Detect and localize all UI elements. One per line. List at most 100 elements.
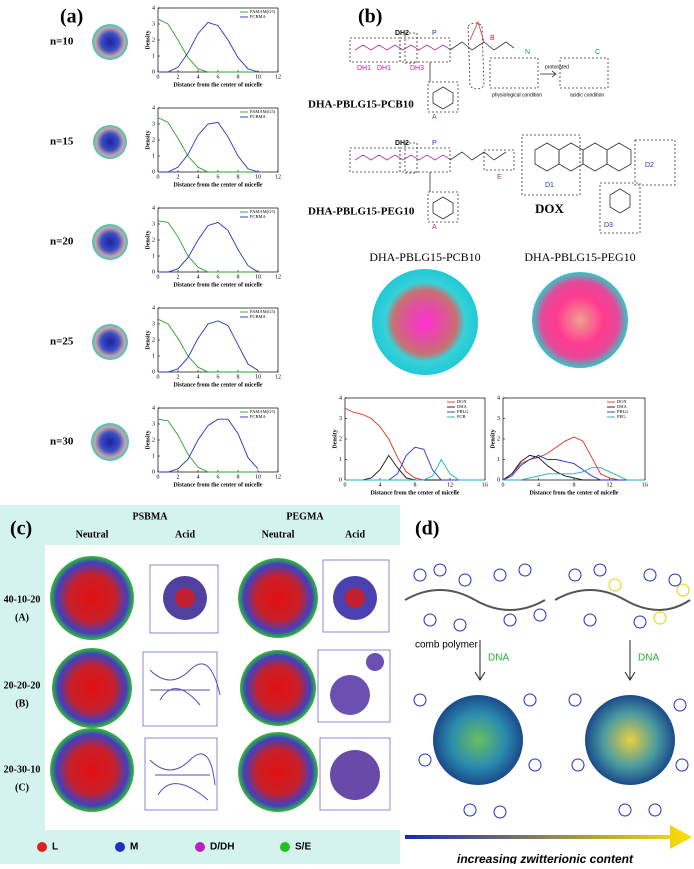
condition-label: Neutral [76, 529, 109, 540]
y-tick-label: 0 [339, 477, 342, 483]
group-label: A [432, 224, 437, 231]
legend-label: L [52, 842, 58, 853]
data-line [345, 454, 485, 481]
x-tick-label: 16 [642, 482, 648, 488]
x-tick-label: 2 [177, 374, 180, 380]
cluster [366, 653, 384, 671]
molecule-name: DHA-PBLG15-PEG10 [308, 206, 415, 218]
legend-label: DHA [457, 404, 467, 409]
y-axis-label: Density [332, 429, 338, 448]
data-line [157, 318, 258, 373]
micelle-title: DHA-PBLG15-PCB10 [369, 250, 480, 264]
y-axis-label: Density [145, 130, 151, 149]
x-axis-label: Distance from the center of micelle [174, 282, 263, 288]
group-label: C [595, 49, 600, 56]
data-line [345, 458, 485, 481]
n-label: n=15 [50, 136, 74, 148]
data-line [345, 446, 485, 481]
micelle [372, 269, 478, 375]
y-axis-label: Density [490, 429, 496, 448]
y-tick-label: 2 [497, 436, 500, 442]
y-axis-label: Density [145, 330, 151, 349]
row-label: (B) [15, 698, 28, 709]
y-tick-label: 3 [152, 321, 155, 327]
y-tick-label: 4 [152, 405, 155, 411]
legend-label: DOX [617, 399, 627, 404]
x-tick-label: 10 [255, 74, 261, 80]
sim-box [144, 737, 218, 811]
group-label: DH2 [395, 140, 409, 147]
row-label: (C) [15, 782, 29, 793]
y-tick-label: 1 [339, 457, 342, 463]
x-tick-label: 8 [237, 174, 240, 180]
legend-label: D/DH [210, 842, 234, 853]
y-tick-label: 2 [152, 137, 155, 143]
x-tick-label: 2 [177, 474, 180, 480]
micelle-title: DHA-PBLG15-PEG10 [524, 250, 635, 264]
condition-label: protonated [545, 64, 569, 70]
x-tick-label: 4 [197, 274, 200, 280]
dna-label: DNA [488, 653, 509, 664]
y-tick-label: 1 [152, 253, 155, 259]
data-line [157, 418, 258, 473]
micelle [92, 24, 128, 60]
micelle [93, 125, 127, 159]
x-tick-label: 2 [177, 274, 180, 280]
group-label: B [490, 35, 495, 42]
y-axis-label: Density [145, 430, 151, 449]
y-tick-label: 0 [152, 69, 155, 75]
y-tick-label: 4 [339, 395, 342, 401]
x-tick-label: 4 [537, 482, 540, 488]
data-line [502, 454, 645, 481]
micelle [240, 650, 316, 726]
condition-label: Neutral [262, 529, 295, 540]
sim-box [317, 649, 391, 723]
condition-label: Acid [175, 529, 195, 540]
group-label: P [432, 30, 437, 37]
y-tick-label: 4 [152, 305, 155, 311]
group-label: DH1 [377, 65, 391, 72]
panel-d-art [404, 563, 692, 849]
micelle [91, 423, 129, 461]
legend-label: S/E [295, 842, 311, 853]
data-line [503, 467, 645, 481]
group-label: D3 [604, 222, 613, 229]
x-tick-label: 8 [237, 74, 240, 80]
y-tick-label: 0 [152, 269, 155, 275]
chains [149, 753, 216, 801]
y-tick-label: 4 [152, 205, 155, 211]
data-line [158, 418, 259, 473]
y-tick-label: 2 [152, 237, 155, 243]
legend-label: PBLG [457, 409, 469, 414]
x-tick-label: 4 [197, 174, 200, 180]
x-tick-label: 12 [275, 374, 281, 380]
group-label: A [432, 114, 437, 121]
legend-label: PAMAM(G5) [250, 409, 276, 414]
x-tick-label: 6 [217, 474, 220, 480]
x-tick-label: 0 [157, 174, 160, 180]
legend-label: PCBMA [250, 14, 267, 19]
data-line [158, 320, 259, 373]
x-tick-label: 8 [237, 274, 240, 280]
y-tick-label: 1 [152, 153, 155, 159]
x-tick-label: 8 [573, 482, 576, 488]
micelle [92, 324, 128, 360]
structure [349, 20, 676, 234]
x-tick-label: 8 [237, 374, 240, 380]
legend-label: PCBMA [250, 114, 267, 119]
x-tick-label: 4 [197, 474, 200, 480]
polymer-label: PSBMA [133, 511, 169, 522]
y-axis-label: Density [145, 30, 151, 49]
group-label: DH3 [410, 65, 424, 72]
dna-label: DNA [638, 653, 659, 664]
n-label: n=10 [50, 36, 74, 48]
legend-sphere [37, 842, 47, 852]
micelle [532, 272, 628, 368]
chains [149, 663, 221, 706]
micelle [50, 556, 134, 640]
x-tick-label: 12 [275, 174, 281, 180]
group-label: D2 [645, 162, 654, 169]
panel-label: (b) [358, 6, 382, 28]
